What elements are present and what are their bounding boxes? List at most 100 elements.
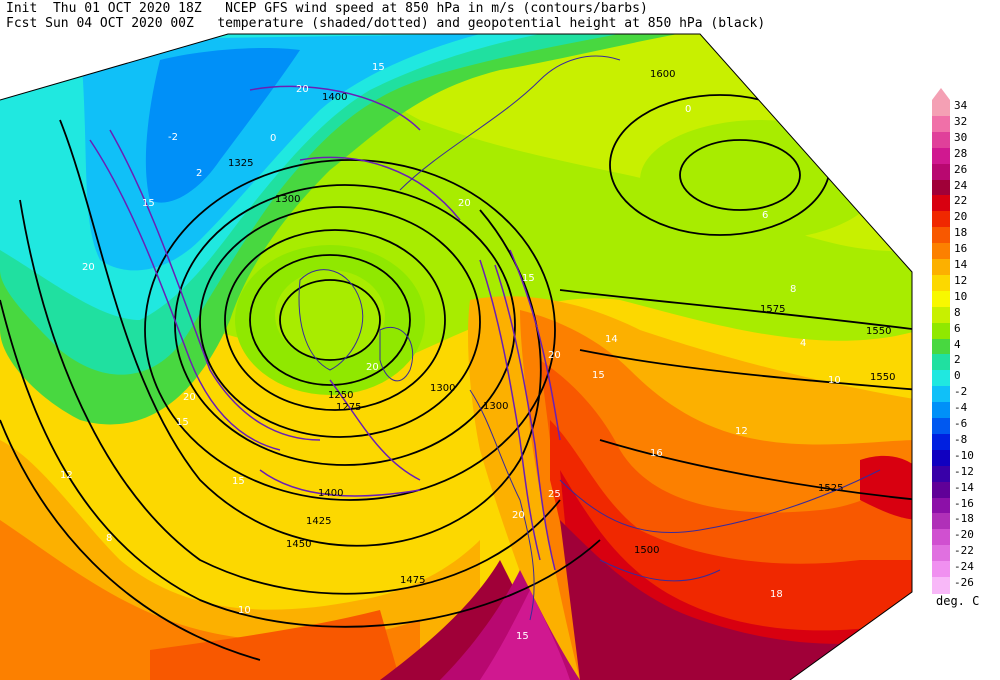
colorbar-swatch	[932, 577, 950, 594]
temperature-label: 16	[650, 448, 663, 459]
colorbar-label: -16	[954, 496, 974, 510]
wind-label: 20	[82, 262, 95, 273]
colorbar-label: 4	[954, 337, 961, 351]
temperature-label: 12	[735, 426, 748, 437]
wind-label: 15	[142, 198, 155, 209]
colorbar-label: 32	[954, 114, 968, 128]
colorbar-units: deg. C	[936, 594, 980, 608]
colorbar-label: 30	[954, 130, 968, 144]
height-label: 1500	[634, 545, 659, 556]
colorbar-swatch	[932, 243, 950, 260]
colorbar-swatch	[932, 354, 950, 371]
colorbar-swatch	[932, 433, 950, 451]
colorbar-swatch	[932, 338, 950, 355]
colorbar-label: 18	[954, 226, 968, 240]
wind-label: 20	[366, 362, 379, 373]
colorbar-label: 8	[954, 305, 961, 319]
temperature-label: 2	[196, 168, 202, 179]
colorbar-label: 24	[954, 178, 968, 192]
colorbar-swatch	[932, 179, 950, 196]
wind-label: 20	[296, 84, 309, 95]
height-label: 1275	[336, 402, 361, 413]
height-label: 1550	[870, 372, 895, 383]
colorbar-swatch	[932, 115, 950, 133]
colorbar-swatch	[932, 497, 950, 514]
height-label: 1300	[483, 401, 508, 412]
colorbar-swatch	[932, 274, 950, 292]
wind-label: 15	[516, 631, 529, 642]
colorbar-label: -18	[954, 512, 974, 526]
coastlines	[298, 55, 881, 621]
colorbar-label: 26	[954, 162, 968, 176]
colorbar-label: -6	[954, 417, 968, 430]
wind-label-group: 15 20 15 20 15 20 15 20 25 20 15 20 15 2…	[82, 62, 605, 642]
colorbar-swatch	[932, 306, 950, 324]
height-label: 1550	[866, 326, 891, 337]
colorbar-label: -24	[954, 560, 974, 574]
temperature-label: 4	[800, 338, 806, 349]
colorbar-swatch	[932, 386, 950, 403]
colorbar-swatch	[932, 370, 950, 387]
height-label: 1475	[400, 575, 425, 586]
colorbar-swatch	[932, 529, 950, 546]
colorbar-label: 6	[954, 321, 961, 335]
colorbar-swatch	[932, 418, 950, 435]
colorbar-swatch	[932, 561, 950, 578]
height-label: 1325	[228, 158, 253, 169]
temperature-label: 8	[106, 533, 112, 544]
temperature-field	[0, 34, 912, 680]
wind-label: 20	[512, 510, 525, 521]
wind-label: 15	[522, 273, 535, 284]
wind-label: 15	[372, 62, 385, 73]
colorbar-swatch	[932, 195, 950, 212]
colorbar-label: 14	[954, 258, 968, 271]
colorbar-swatch	[932, 227, 950, 244]
geopotential-contours	[0, 94, 912, 661]
colorbar-label: -26	[954, 576, 974, 589]
colorbar-swatch	[932, 465, 950, 483]
colorbar-swatch	[932, 163, 950, 181]
height-label: 1300	[430, 383, 455, 394]
height-label: 1525	[818, 483, 843, 494]
temperature-label: 18	[770, 589, 783, 600]
wind-label: 20	[548, 350, 561, 361]
temperature-label: 10	[238, 605, 251, 616]
colorbar-swatch	[932, 100, 950, 117]
colorbar-label: -2	[954, 385, 968, 399]
colorbar-swatch	[932, 449, 950, 467]
colorbar-swatch	[932, 322, 950, 340]
colorbar-label: -14	[954, 480, 974, 494]
colorbar-label: -8	[954, 432, 968, 446]
height-label: 1425	[306, 516, 331, 527]
colorbar-label: 20	[954, 210, 968, 224]
temperature-label: 8	[790, 284, 796, 295]
temperature-label: 14	[605, 334, 618, 345]
wind-speed-contours	[89, 85, 561, 571]
colorbar-swatch	[932, 545, 950, 562]
height-label: 1250	[328, 390, 353, 401]
header-init-line: Init Thu 01 OCT 2020 18Z NCEP GFS wind s…	[6, 1, 648, 16]
colorbar-label: 10	[954, 289, 968, 303]
colorbar-arrow-top	[932, 88, 950, 100]
height-label: 1600	[650, 69, 675, 80]
colorbar-label: -4	[954, 401, 968, 415]
colorbar-label: 28	[954, 146, 968, 160]
colorbar-label: 12	[954, 273, 968, 287]
header-forecast-line: Fcst Sun 04 OCT 2020 00Z temperature (sh…	[6, 16, 766, 31]
height-label-group: 1600 1575 1550 1550 1525 1500 1475 1450 …	[228, 69, 895, 586]
colorbar-label: -22	[954, 544, 974, 558]
wind-label: 15	[232, 476, 245, 487]
wind-label: 25	[548, 489, 561, 500]
height-label: 1400	[318, 488, 343, 499]
height-label: 1400	[322, 92, 347, 103]
wind-label: 15	[592, 370, 605, 381]
colorbar-swatch	[932, 147, 950, 165]
temperature-label: 0	[685, 104, 691, 115]
colorbar-swatch	[932, 131, 950, 149]
colorbar-label: 0	[954, 369, 961, 383]
temperature-label: -2	[168, 132, 178, 143]
colorbar-label: -20	[954, 528, 974, 542]
colorbar-swatch	[932, 211, 950, 228]
temperature-label: 6	[762, 210, 768, 221]
